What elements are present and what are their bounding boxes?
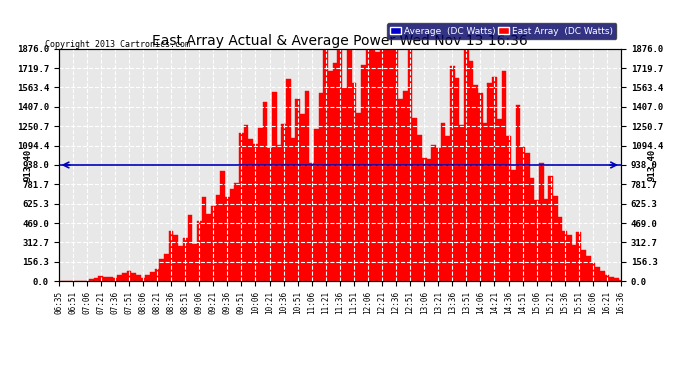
Text: 913.40: 913.40 <box>23 149 32 181</box>
Text: Copyright 2013 Cartronics.com: Copyright 2013 Cartronics.com <box>45 40 190 49</box>
Title: East Array Actual & Average Power Wed Nov 13 16:36: East Array Actual & Average Power Wed No… <box>152 34 528 48</box>
Text: 913.40: 913.40 <box>647 149 656 181</box>
Legend: Average  (DC Watts), East Array  (DC Watts): Average (DC Watts), East Array (DC Watts… <box>387 23 616 39</box>
